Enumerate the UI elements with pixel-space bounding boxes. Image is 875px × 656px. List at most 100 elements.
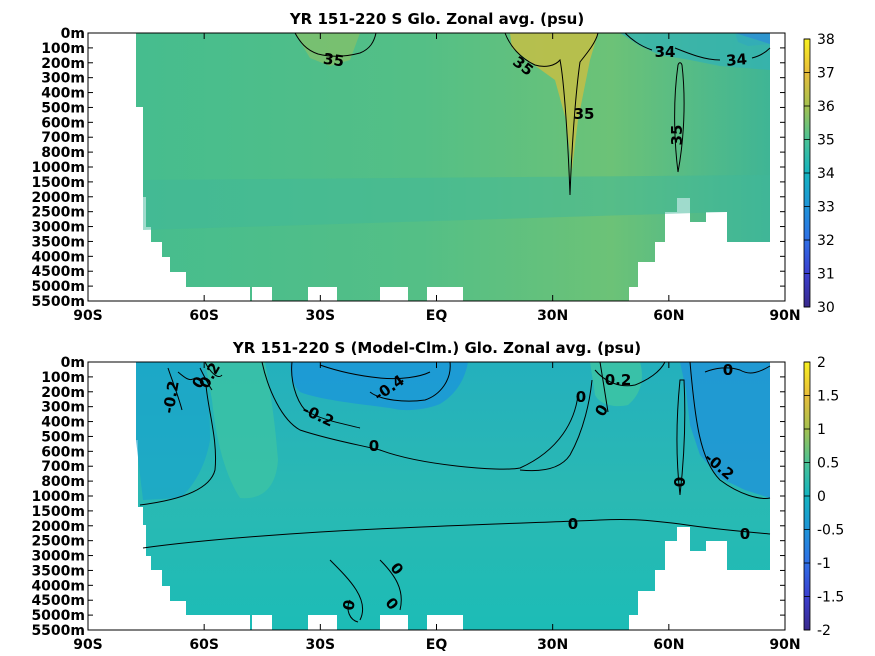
- contour-0-arctic: [676, 361, 771, 499]
- contour-lines: [294, 32, 771, 196]
- y-tick-label: 300m: [41, 400, 85, 416]
- axes: 90S 60S 30S EQ 30N 60N 90N0m100m200m300m400m50…: [31, 26, 800, 324]
- x-tick-label: 90S: [73, 637, 103, 653]
- contour-0-mid: [519, 361, 609, 472]
- colorbar-tick-label: 32: [817, 233, 835, 249]
- axes: 90S 60S 30S EQ 30N 60N 90N0m100m200m300m400m50…: [31, 355, 800, 653]
- y-tick-label: 5500m: [31, 294, 85, 310]
- contour-label: 0: [576, 388, 586, 406]
- contour-35-north: [504, 32, 599, 196]
- x-tick-label: 30S: [306, 637, 336, 653]
- colorbar-tick-label: 2: [817, 355, 826, 371]
- negative-anomaly-arctic: [680, 362, 770, 498]
- colorbar-tick-label: -0.5: [817, 523, 844, 539]
- ocean-field: [136, 362, 770, 630]
- subtropical-high-north: [510, 33, 598, 170]
- contour-label: -0.2: [159, 379, 182, 414]
- deep-water-band: [143, 175, 770, 242]
- colorbar-tick-label: 0: [817, 489, 826, 505]
- x-tick-label: 60S: [189, 308, 219, 324]
- contour-lines: [139, 361, 771, 623]
- arctic-fresh-zone: [620, 33, 770, 70]
- x-tick-label: 30S: [306, 308, 336, 324]
- contour-neg04: [319, 364, 431, 380]
- y-tick-label: 600m: [41, 444, 85, 460]
- colorbar-tick-label: 36: [817, 99, 835, 115]
- y-tick-label: 800m: [41, 474, 85, 490]
- contour-label: 0: [568, 515, 578, 533]
- x-tick-label: 90N: [769, 637, 800, 653]
- y-tick-label: 700m: [41, 130, 85, 146]
- colorbar-tick-label: 30: [817, 300, 835, 316]
- colorbar-tick-label: 0.5: [817, 456, 839, 472]
- x-tick-label: 60N: [653, 637, 684, 653]
- y-tick-label: 3500m: [31, 563, 85, 579]
- contour-label: 35: [322, 50, 345, 71]
- x-tick-label: 30N: [537, 637, 568, 653]
- y-tick-label: 1500m: [31, 504, 85, 520]
- contour-neg02-south: [167, 367, 196, 411]
- contour-label: 35: [574, 105, 595, 123]
- y-tick-label: 100m: [41, 370, 85, 386]
- y-tick-label: 5000m: [31, 279, 85, 295]
- y-tick-label: 5000m: [31, 608, 85, 624]
- contour-label: 0: [723, 361, 733, 379]
- contour-0-abyssal: [329, 559, 402, 623]
- contour-02-north: [594, 361, 666, 387]
- contour-0-deep: [142, 518, 771, 549]
- contour-label: 0: [369, 437, 379, 455]
- y-tick-label: 1500m: [31, 175, 85, 191]
- y-tick-label: 500m: [41, 429, 85, 445]
- heatmap-field: [136, 33, 770, 301]
- y-tick-label: 1000m: [31, 160, 85, 176]
- y-tick-label: 100m: [41, 41, 85, 57]
- colorbar-tick-label: 31: [817, 267, 835, 283]
- y-tick-label: 4500m: [31, 264, 85, 280]
- y-tick-label: 3500m: [31, 234, 85, 250]
- contour-label: 0: [671, 477, 689, 487]
- colorbar-tick-label: 1.5: [817, 389, 839, 405]
- contour-label: 34: [655, 43, 676, 61]
- y-tick-label: 800m: [41, 145, 85, 161]
- contour-neg02-mid: [291, 361, 451, 429]
- y-tick-label: 400m: [41, 415, 85, 431]
- x-tick-label: 60S: [189, 637, 219, 653]
- y-tick-label: 0m: [61, 26, 85, 42]
- negative-anomaly-southern: [136, 362, 210, 500]
- y-tick-label: 3000m: [31, 549, 85, 565]
- x-tick-label: 60N: [653, 308, 684, 324]
- colorbar: -2 -1.5 -1 -0.5 0 0.5 1 1.5 2: [803, 355, 844, 639]
- y-tick-label: 3000m: [31, 220, 85, 236]
- contour-02-south: [199, 361, 223, 391]
- colorbar: 30 31 32 33 34 35 36 37 38: [803, 32, 835, 316]
- y-tick-label: 0m: [61, 355, 85, 371]
- x-tick-label: 90N: [769, 308, 800, 324]
- y-tick-label: 700m: [41, 459, 85, 475]
- colorbar-tick-label: 35: [817, 133, 835, 149]
- colorbar-tick-label: -1: [817, 556, 831, 572]
- contour-labels: 35 35 35 35 34 34: [322, 43, 748, 145]
- salinity-panel: YR 151-220 S Glo. Zonal avg. (psu) 35 35…: [31, 10, 834, 324]
- colorbar-tick-label: -1.5: [817, 590, 844, 606]
- chart-title: YR 151-220 S Glo. Zonal avg. (psu): [289, 10, 584, 28]
- heatmap-field: [136, 362, 770, 630]
- x-tick-label: EQ: [426, 308, 448, 324]
- contour-35-arctic: [674, 62, 685, 173]
- colorbar-ticks: 30 31 32 33 34 35 36 37 38: [804, 32, 835, 316]
- colorbar-tick-label: 34: [817, 166, 835, 182]
- y-tick-label: 200m: [41, 56, 85, 72]
- y-tick-label: 4000m: [31, 578, 85, 594]
- contour-34: [624, 32, 771, 61]
- colorbar-ticks: -2 -1.5 -1 -0.5 0 0.5 1 1.5 2: [804, 355, 844, 639]
- colorbar-tick-label: 1: [817, 422, 826, 438]
- y-tick-label: 300m: [41, 71, 85, 87]
- y-tick-label: 2500m: [31, 205, 85, 221]
- y-tick-label: 2000m: [31, 190, 85, 206]
- y-tick-label: 2000m: [31, 519, 85, 535]
- colorbar-tick-label: -2: [817, 623, 831, 639]
- y-tick-label: 2500m: [31, 534, 85, 550]
- y-tick-label: 600m: [41, 115, 85, 131]
- contour-label: 0.2: [605, 371, 632, 389]
- y-tick-label: 400m: [41, 86, 85, 102]
